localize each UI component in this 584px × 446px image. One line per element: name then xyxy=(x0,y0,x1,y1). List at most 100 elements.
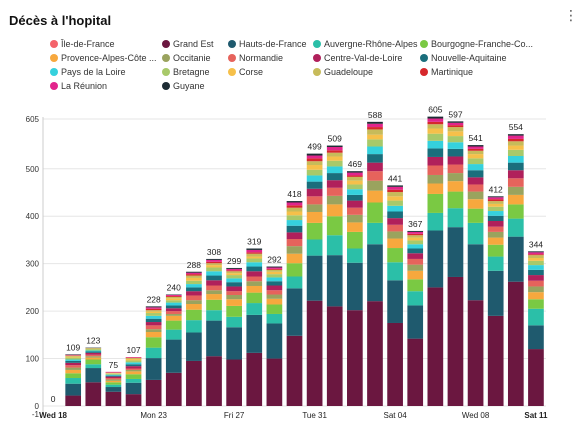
legend-item[interactable]: Provence-Alpes-Côte ... xyxy=(50,53,157,63)
bar-segment[interactable] xyxy=(165,329,182,340)
bar-segment[interactable] xyxy=(125,371,142,375)
bar-segment[interactable] xyxy=(387,192,403,197)
bar-segment[interactable] xyxy=(367,190,383,203)
legend-item[interactable]: Normandie xyxy=(228,53,283,63)
bar-segment[interactable] xyxy=(427,183,444,194)
bar-segment[interactable] xyxy=(326,235,343,256)
bar-segment[interactable] xyxy=(326,195,343,205)
bar-segment[interactable] xyxy=(467,164,484,171)
bar-segment[interactable] xyxy=(467,184,484,192)
bar-segment[interactable] xyxy=(226,316,242,328)
bar-segment[interactable] xyxy=(85,354,102,357)
bar-segment[interactable] xyxy=(186,291,202,296)
bar-segment[interactable] xyxy=(165,320,182,330)
bar-segment[interactable] xyxy=(145,347,162,359)
bar-segment[interactable] xyxy=(266,323,283,359)
bar-segment[interactable] xyxy=(65,395,82,406)
bar-segment[interactable] xyxy=(367,171,383,181)
bar-segment[interactable] xyxy=(206,259,222,262)
bar-segment[interactable] xyxy=(427,128,444,134)
bar-segment[interactable] xyxy=(65,360,82,363)
bar-segment[interactable] xyxy=(165,305,182,309)
bar-segment[interactable] xyxy=(367,162,383,172)
bar-segment[interactable] xyxy=(507,204,524,219)
bar-segment[interactable] xyxy=(367,123,383,128)
bar-segment[interactable] xyxy=(286,207,303,212)
bar-segment[interactable] xyxy=(85,349,102,351)
bar-segment[interactable] xyxy=(145,307,162,309)
bar-segment[interactable] xyxy=(206,258,222,260)
bar-segment[interactable] xyxy=(367,222,383,245)
bar-segment[interactable] xyxy=(528,292,544,300)
bar-segment[interactable] xyxy=(186,309,202,321)
bar-segment[interactable] xyxy=(226,286,242,292)
bar-segment[interactable] xyxy=(447,191,464,209)
bar-segment[interactable] xyxy=(246,281,263,286)
bar-segment[interactable] xyxy=(407,270,424,280)
bar-segment[interactable] xyxy=(487,197,504,200)
bar-segment[interactable] xyxy=(326,150,343,153)
bar-segment[interactable] xyxy=(286,220,303,226)
bar-segment[interactable] xyxy=(447,125,464,128)
legend-item[interactable]: Occitanie xyxy=(162,53,211,63)
bar-segment[interactable] xyxy=(186,300,202,305)
bar-segment[interactable] xyxy=(165,313,182,316)
bar-segment[interactable] xyxy=(487,206,504,212)
bar-segment[interactable] xyxy=(367,244,383,302)
bar-segment[interactable] xyxy=(226,294,242,300)
bar-segment[interactable] xyxy=(246,249,263,253)
bar-segment[interactable] xyxy=(186,280,202,285)
bar-segment[interactable] xyxy=(85,364,102,369)
bar-segment[interactable] xyxy=(326,187,343,196)
bar-segment[interactable] xyxy=(447,276,464,406)
bar-segment[interactable] xyxy=(105,373,122,375)
bar-segment[interactable] xyxy=(206,261,222,264)
bar-segment[interactable] xyxy=(487,315,504,406)
bar-segment[interactable] xyxy=(367,154,383,163)
bar-segment[interactable] xyxy=(125,382,142,395)
bar-segment[interactable] xyxy=(226,267,242,269)
bar-segment[interactable] xyxy=(165,315,182,321)
bar-segment[interactable] xyxy=(246,303,263,315)
bar-segment[interactable] xyxy=(246,248,263,250)
bar-segment[interactable] xyxy=(226,278,242,283)
bar-segment[interactable] xyxy=(266,298,283,305)
bar-segment[interactable] xyxy=(467,222,484,245)
bar-segment[interactable] xyxy=(347,175,363,177)
bar-segment[interactable] xyxy=(507,194,524,205)
bar-segment[interactable] xyxy=(226,275,242,279)
bar-segment[interactable] xyxy=(145,329,162,332)
bar-segment[interactable] xyxy=(226,282,242,287)
bar-segment[interactable] xyxy=(65,357,82,360)
bar-segment[interactable] xyxy=(447,227,464,277)
bar-segment[interactable] xyxy=(306,239,323,256)
bar-segment[interactable] xyxy=(266,274,283,278)
bar-segment[interactable] xyxy=(286,239,303,247)
bar-segment[interactable] xyxy=(266,294,283,299)
bar-segment[interactable] xyxy=(246,266,263,272)
bar-segment[interactable] xyxy=(467,208,484,223)
bar-segment[interactable] xyxy=(266,268,283,270)
bar-segment[interactable] xyxy=(65,359,82,361)
bar-segment[interactable] xyxy=(306,222,323,240)
legend-item[interactable]: Guadeloupe xyxy=(313,67,373,77)
bar-segment[interactable] xyxy=(427,193,444,213)
bar-segment[interactable] xyxy=(507,135,524,139)
bar-segment[interactable] xyxy=(467,148,484,151)
bar-segment[interactable] xyxy=(528,275,544,281)
bar-segment[interactable] xyxy=(447,127,464,132)
bar-segment[interactable] xyxy=(165,295,182,297)
bar-segment[interactable] xyxy=(306,255,323,301)
bar-segment[interactable] xyxy=(507,218,524,237)
bar-segment[interactable] xyxy=(306,181,323,189)
bar-segment[interactable] xyxy=(528,254,544,256)
bar-segment[interactable] xyxy=(387,189,403,193)
bar-segment[interactable] xyxy=(125,369,142,372)
bar-segment[interactable] xyxy=(145,318,162,323)
bar-segment[interactable] xyxy=(387,185,403,187)
bar-segment[interactable] xyxy=(246,252,263,254)
bar-segment[interactable] xyxy=(306,300,323,406)
bar-segment[interactable] xyxy=(467,191,484,200)
legend-item[interactable]: Pays de la Loire xyxy=(50,67,126,77)
bar-segment[interactable] xyxy=(65,378,82,384)
